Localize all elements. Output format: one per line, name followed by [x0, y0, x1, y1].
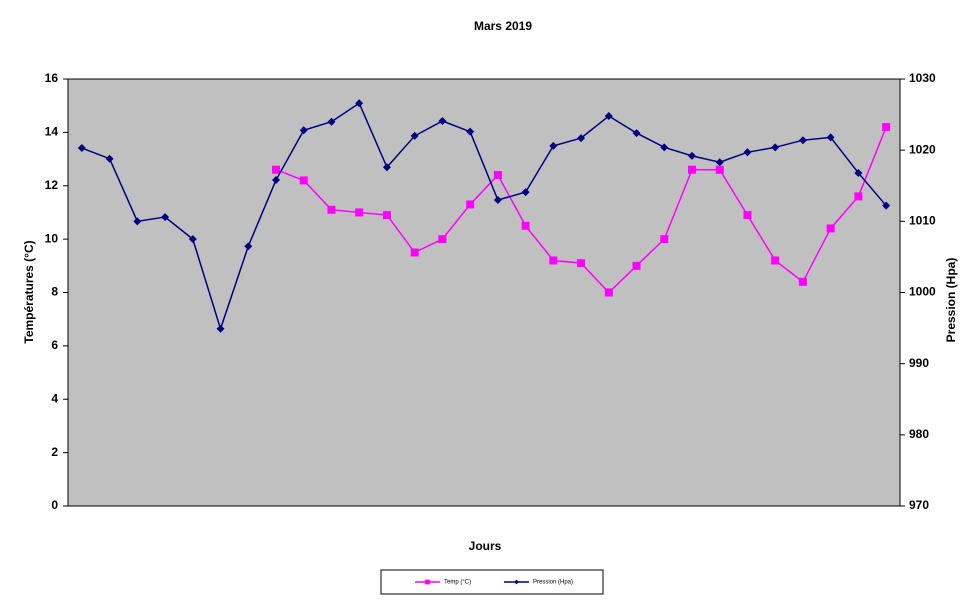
- data-point: [660, 143, 669, 152]
- y2-axis-label: Pression (Hpa): [944, 258, 958, 343]
- data-point: [133, 217, 142, 226]
- legend-label: Temp (°C): [444, 580, 471, 586]
- data-point: [299, 176, 308, 185]
- series-line: [81, 102, 887, 332]
- data-point: [216, 324, 225, 333]
- data-point: [549, 256, 558, 265]
- data-point: [743, 148, 752, 157]
- y-tick-label: 16: [45, 71, 59, 85]
- data-point: [798, 277, 807, 286]
- data-point: [355, 208, 364, 217]
- y-tick-label: 6: [51, 338, 58, 352]
- data-point: [604, 288, 613, 297]
- y-tick-label: 10: [45, 231, 59, 245]
- data-point: [355, 99, 364, 108]
- data-point: [521, 188, 530, 197]
- data-point: [466, 200, 475, 209]
- data-point: [244, 242, 253, 251]
- y2-tick-label: 990: [909, 356, 929, 370]
- data-point: [688, 165, 696, 174]
- y-tick-label: 2: [51, 445, 58, 459]
- data-point: [854, 192, 863, 201]
- data-point: [549, 141, 558, 150]
- legend-label: Pression (Hpa): [533, 580, 573, 586]
- data-point: [327, 205, 336, 214]
- data-point: [188, 235, 197, 244]
- y2-tick-label: 1030: [909, 71, 936, 85]
- data-point: [577, 259, 586, 268]
- data-point: [632, 129, 641, 138]
- data-point: [854, 168, 863, 177]
- data-point: [410, 248, 419, 257]
- data-point: [382, 211, 391, 220]
- data-point: [660, 235, 669, 244]
- data-point: [798, 136, 807, 145]
- data-point: [632, 261, 641, 270]
- plot-area: [67, 78, 901, 507]
- y-tick-label: 12: [45, 178, 59, 192]
- data-point: [438, 235, 447, 244]
- y-tick-label: 8: [51, 285, 58, 299]
- legend-marker: [425, 579, 430, 585]
- x-axis-label: Jours: [469, 539, 502, 553]
- data-point: [826, 224, 835, 233]
- data-point: [493, 171, 502, 180]
- y2-tick-label: 1020: [909, 142, 936, 156]
- y-tick-label: 4: [51, 391, 58, 405]
- data-point: [466, 127, 475, 136]
- data-point: [688, 151, 696, 160]
- data-point: [771, 256, 780, 265]
- data-point: [521, 221, 530, 230]
- data-point: [161, 213, 170, 222]
- data-point: [327, 117, 336, 126]
- y-tick-label: 0: [51, 498, 58, 512]
- y2-tick-label: 1010: [909, 214, 936, 228]
- data-point: [577, 134, 586, 143]
- y2-tick-label: 970: [909, 498, 929, 512]
- data-point: [299, 126, 308, 135]
- y2-tick-label: 980: [909, 427, 929, 441]
- data-point: [715, 158, 724, 167]
- chart-title: Mars 2019: [474, 19, 532, 33]
- data-point: [604, 112, 613, 121]
- data-point: [882, 123, 891, 132]
- data-point: [771, 143, 780, 152]
- data-point: [272, 176, 280, 185]
- data-point: [105, 154, 114, 163]
- data-point: [77, 144, 86, 153]
- data-point: [382, 163, 391, 172]
- data-point: [826, 133, 835, 142]
- data-point: [438, 116, 447, 125]
- y2-tick-label: 1000: [909, 285, 936, 299]
- legend-marker: [514, 579, 519, 585]
- data-point: [715, 165, 724, 174]
- data-point: [743, 211, 752, 220]
- data-point: [272, 165, 280, 174]
- y-tick-label: 14: [45, 125, 59, 139]
- y-axis-label: Températures (°C): [22, 240, 36, 343]
- data-point: [882, 201, 891, 210]
- data-point: [493, 195, 502, 204]
- data-point: [410, 131, 419, 140]
